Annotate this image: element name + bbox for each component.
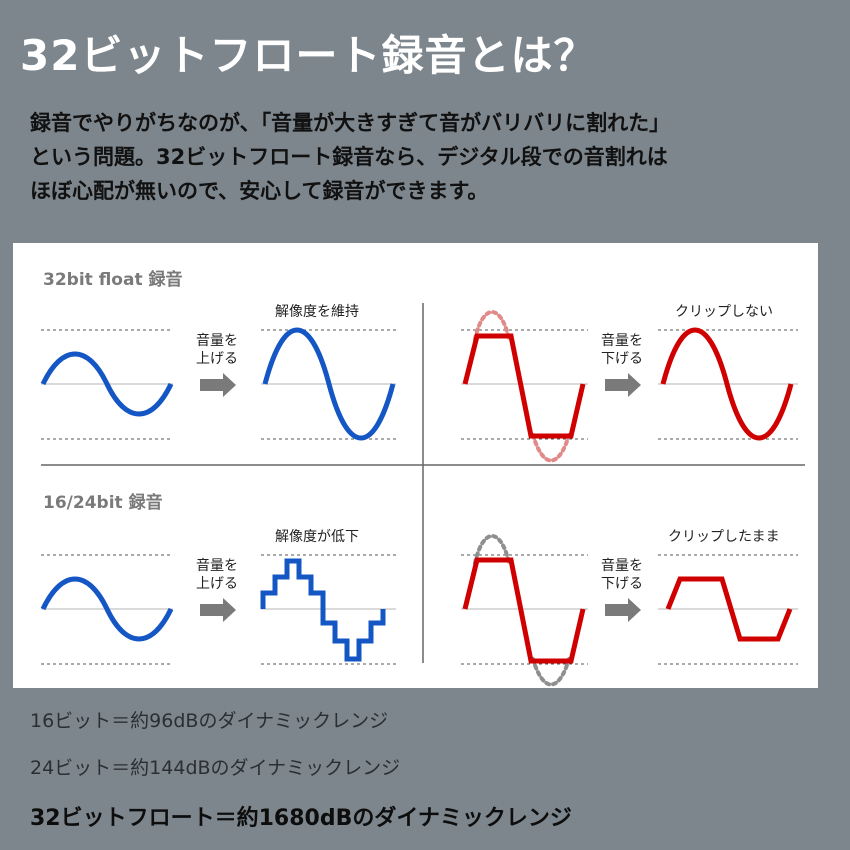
- result-label-lower-resolution: 解像度が低下: [275, 529, 359, 545]
- restored-sine-wave: [660, 327, 794, 441]
- right-arrow-icon: [200, 373, 236, 397]
- small-sine-wave: [40, 576, 174, 642]
- dynamic-range-32bit-float: 32ビットフロート＝約1680dBのダイナミックレンジ: [30, 806, 572, 831]
- lower-label-1: 音量を: [601, 557, 643, 574]
- result-label-stays-clipped: クリップしたまま: [668, 529, 780, 545]
- clipped-peak-ghost: [473, 534, 511, 565]
- lower-label-2: 下げる: [601, 351, 643, 367]
- raise-label-2: 上げる: [196, 576, 238, 592]
- heading-16-24bit: 16/24bit 録音: [43, 492, 163, 513]
- right-arrow-icon: [200, 598, 236, 622]
- stepped-wave: [260, 558, 386, 662]
- scaled-clipped-wave: [665, 576, 793, 642]
- intro-line-2: という問題。32ビットフロート録音なら、デジタル段での音割れは: [30, 145, 668, 169]
- clipped-wave: [462, 557, 586, 664]
- clipped-peak-ghost: [473, 310, 511, 341]
- intro-line-3: ほぼ心配が無いので、安心して録音ができます。: [30, 179, 489, 203]
- intro-text: 録音でやりがちなのが、「音量が大きすぎて音がバリバリに割れた」 という問題。32…: [30, 106, 830, 208]
- page-title: 32ビットフロート録音とは？: [20, 31, 597, 80]
- intro-line-1: 録音でやりがちなのが、「音量が大きすぎて音がバリバリに割れた」: [30, 111, 671, 135]
- large-sine-wave: [262, 327, 396, 441]
- raise-label-1: 音量を: [196, 557, 238, 574]
- raise-label-1: 音量を: [196, 332, 238, 349]
- lower-label-2: 下げる: [601, 576, 643, 592]
- heading-32bit-float: 32bit float 録音: [43, 269, 183, 290]
- clipped-wave: [462, 333, 586, 439]
- diagram-svg: 32bit float 録音 16/24bit 録音 音量を 上げる 解像度を維…: [40, 269, 805, 687]
- result-label-keep-resolution: 解像度を維持: [275, 304, 359, 320]
- comparison-diagram: 32bit float 録音 16/24bit 録音 音量を 上げる 解像度を維…: [13, 243, 818, 688]
- lower-label-1: 音量を: [601, 332, 643, 349]
- raise-label-2: 上げる: [196, 351, 238, 367]
- dynamic-range-16bit: 16ビット＝約96dBのダイナミックレンジ: [30, 710, 389, 732]
- result-label-no-clip: クリップしない: [675, 304, 773, 320]
- right-arrow-icon: [605, 598, 641, 622]
- dynamic-range-24bit: 24ビット＝約144dBのダイナミックレンジ: [30, 757, 401, 779]
- small-sine-wave: [40, 351, 174, 417]
- clipped-trough-ghost: [531, 657, 571, 687]
- clipped-trough-ghost: [531, 433, 571, 463]
- right-arrow-icon: [605, 373, 641, 397]
